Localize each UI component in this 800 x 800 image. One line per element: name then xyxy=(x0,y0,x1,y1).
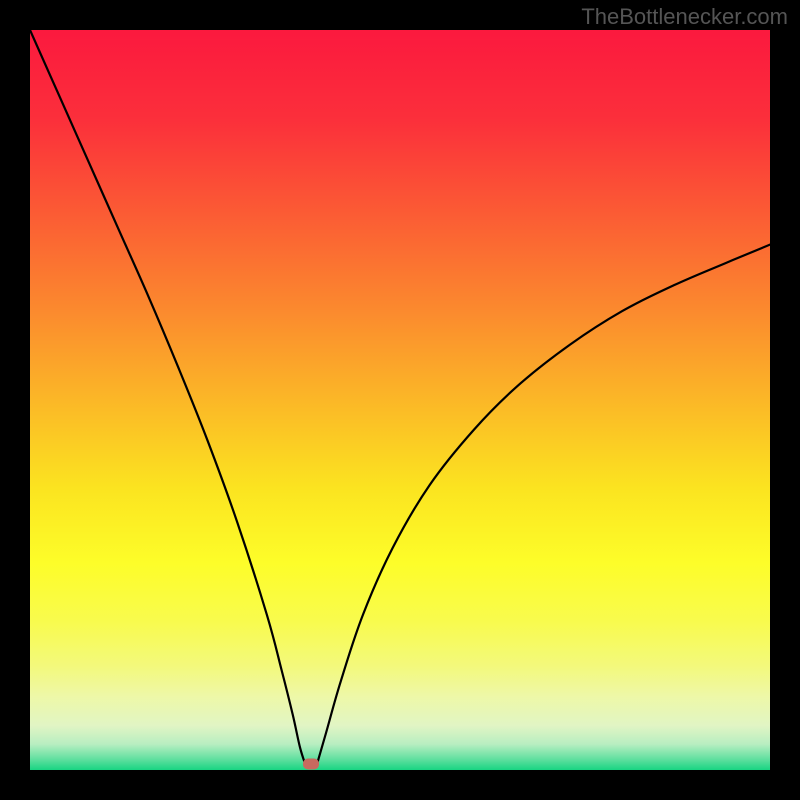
watermark-text: TheBottlenecker.com xyxy=(581,4,788,30)
bottleneck-curve-left xyxy=(30,30,306,766)
minimum-marker xyxy=(303,759,319,770)
bottleneck-curve-right xyxy=(316,245,770,767)
curve-svg xyxy=(30,30,770,770)
plot-area xyxy=(30,30,770,770)
